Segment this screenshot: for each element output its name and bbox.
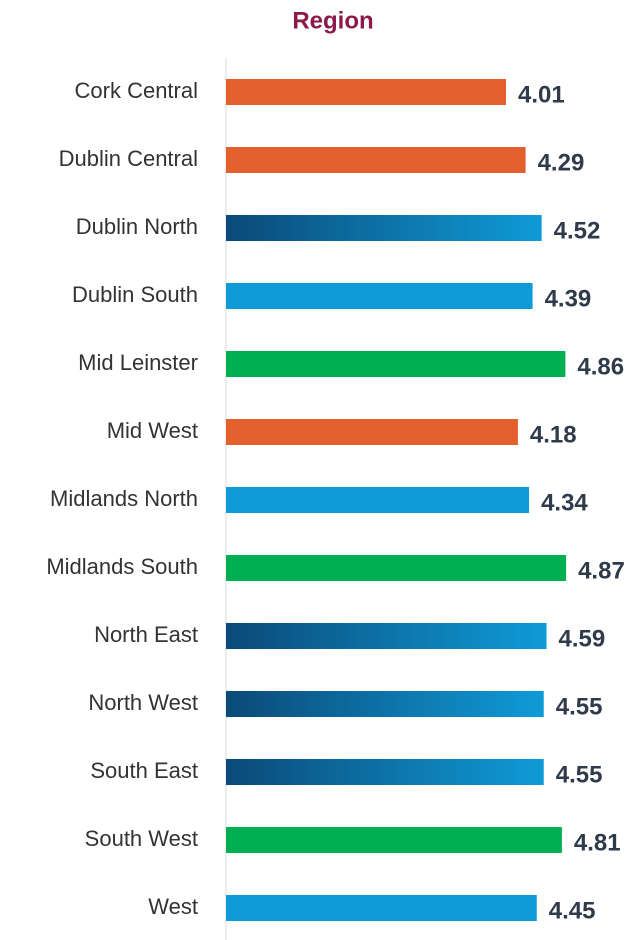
category-label: West	[148, 894, 198, 919]
category-label: South West	[85, 826, 198, 851]
bar	[226, 895, 537, 921]
value-label: 4.59	[559, 625, 606, 652]
bar	[226, 79, 507, 105]
bar	[226, 487, 530, 513]
value-label: 4.29	[538, 149, 585, 176]
value-label: 4.87	[578, 557, 625, 584]
bar	[226, 419, 518, 445]
bar	[226, 283, 533, 309]
category-label: Dublin South	[72, 282, 198, 307]
value-label: 4.34	[541, 489, 588, 516]
value-label: 4.01	[518, 81, 565, 108]
value-label: 4.81	[574, 829, 621, 856]
category-label: Mid West	[107, 418, 198, 443]
category-label: Midlands South	[46, 554, 198, 579]
category-label: North West	[88, 690, 198, 715]
category-label: Midlands North	[50, 486, 198, 511]
bar	[226, 555, 567, 581]
value-label: 4.55	[556, 693, 603, 720]
category-label: North East	[94, 622, 198, 647]
bar	[226, 147, 526, 173]
bar	[226, 827, 562, 853]
bar	[226, 215, 542, 241]
bar	[226, 759, 544, 785]
category-label: Dublin North	[76, 214, 198, 239]
category-label: Dublin Central	[59, 146, 198, 171]
bar	[226, 351, 566, 377]
value-label: 4.45	[549, 897, 596, 924]
value-label: 4.52	[554, 217, 601, 244]
value-label: 4.18	[530, 421, 577, 448]
value-label: 4.86	[577, 353, 624, 380]
category-label: Cork Central	[75, 78, 198, 103]
value-label: 4.39	[545, 285, 592, 312]
bar	[226, 623, 547, 649]
chart-title: Region	[292, 7, 373, 34]
category-label: South East	[90, 758, 198, 783]
value-label: 4.55	[556, 761, 603, 788]
bar	[226, 691, 544, 717]
category-label: Mid Leinster	[78, 350, 198, 375]
